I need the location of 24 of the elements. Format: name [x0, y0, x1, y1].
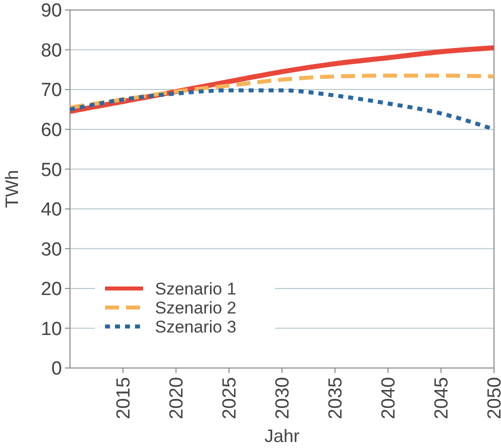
- y-tick-label: 0: [51, 358, 62, 380]
- x-tick-label: 2045: [432, 377, 453, 420]
- y-tick-label: 70: [40, 80, 62, 102]
- x-tick-label: 2030: [272, 377, 294, 420]
- y-tick-label: 50: [40, 160, 62, 181]
- y-tick-label: 40: [40, 200, 62, 221]
- y-tick-label: 90: [40, 0, 62, 22]
- x-tick-label: 2015: [114, 377, 135, 420]
- y-tick-label: 60: [40, 120, 62, 141]
- legend-label: Szenario 2: [155, 298, 236, 318]
- y-tick-label: 30: [40, 239, 62, 260]
- y-tick-label: 10: [40, 318, 62, 340]
- x-axis-title: Jahr: [264, 426, 300, 446]
- legend-label: Szenario 1: [155, 279, 236, 298]
- x-tick-label: 2035: [326, 377, 347, 420]
- x-tick-label: 2020: [166, 377, 188, 420]
- x-tick-label: 2040: [378, 377, 400, 420]
- x-tick-label: 2050: [484, 377, 501, 420]
- y-tick-label: 80: [40, 40, 62, 62]
- legend-label: Szenario 3: [155, 317, 236, 336]
- x-tick-label: 2025: [220, 377, 241, 420]
- line-series: [68, 74, 496, 110]
- y-axis-title: TWh: [2, 170, 22, 208]
- y-tick-label: 20: [40, 279, 62, 300]
